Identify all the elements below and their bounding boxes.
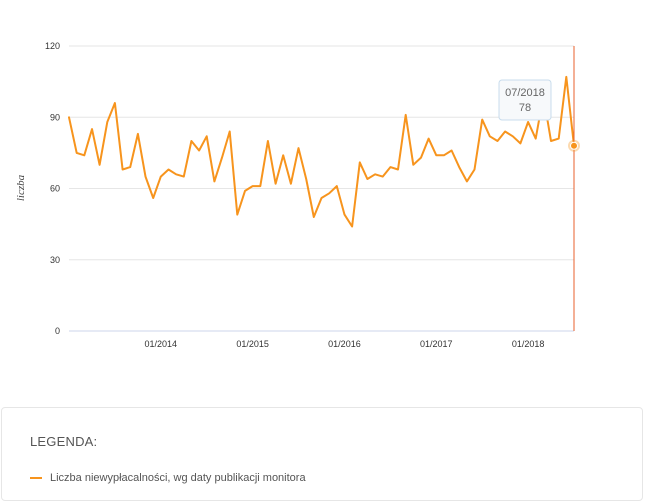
y-axis-label: liczba [15,174,27,201]
series-group[interactable] [68,75,575,228]
legend-item-label: Liczba niewypłacalności, wg daty publika… [50,472,306,484]
x-axis-ticks: 01/2014 01/2015 01/2016 01/2017 01/2018 [145,339,545,349]
x-tick-label: 01/2018 [512,339,545,349]
tooltip-date: 07/2018 [505,87,545,99]
y-tick-label: 0 [55,326,60,336]
x-tick-label: 01/2016 [328,339,361,349]
x-tick-label: 01/2015 [236,339,269,349]
y-axis-ticks: 0 30 60 90 120 [45,41,60,336]
legend-swatch-icon [30,477,42,479]
legend-title: LEGENDA: [30,434,98,449]
x-tick-label: 01/2014 [145,339,178,349]
gridlines [69,45,574,332]
tooltip: 07/2018 78 [498,79,552,121]
series-line [68,75,575,228]
hover-crosshair [568,46,580,331]
legend-item[interactable]: Liczba niewypłacalności, wg daty publika… [30,472,306,484]
x-tick-label: 01/2017 [420,339,453,349]
tooltip-value: 78 [519,102,531,114]
data-point-marker [570,141,578,150]
y-tick-label: 30 [50,255,60,265]
y-tick-label: 90 [50,112,60,122]
legend-panel: LEGENDA: Liczba niewypłacalności, wg dat… [1,407,643,501]
y-tick-label: 120 [45,41,60,51]
y-tick-label: 60 [50,184,60,194]
tooltip-box [498,79,552,121]
